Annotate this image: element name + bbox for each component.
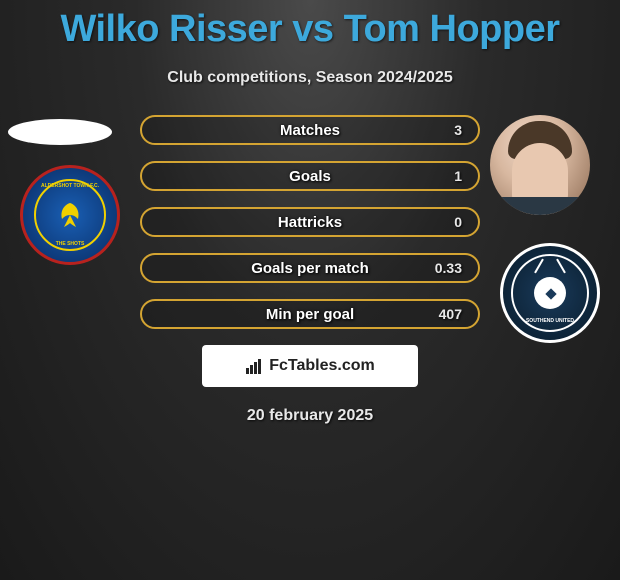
player-left-avatar-placeholder xyxy=(8,119,112,145)
comparison-date: 20 february 2025 xyxy=(0,407,620,425)
club-left-inner-ring: ALDERSHOT TOWN F.C. THE SHOTS xyxy=(34,179,106,251)
club-left-motto: THE SHOTS xyxy=(36,241,104,247)
club-right-name: SOUTHEND UNITED xyxy=(513,318,587,324)
stat-value-right: 407 xyxy=(439,306,462,322)
player-right-avatar xyxy=(490,115,590,215)
attribution-badge: FcTables.com xyxy=(202,345,418,387)
club-right-badge: SOUTHEND UNITED xyxy=(500,243,600,343)
crossed-swords-icon xyxy=(530,260,570,274)
stat-label: Matches xyxy=(280,122,340,139)
attribution-text: FcTables.com xyxy=(269,357,375,375)
stat-row-goals: Goals 1 xyxy=(140,161,480,191)
content-area: ALDERSHOT TOWN F.C. THE SHOTS SOUTHEND U… xyxy=(0,115,620,425)
phoenix-icon xyxy=(50,195,90,235)
stat-row-min-per-goal: Min per goal 407 xyxy=(140,299,480,329)
stat-value-right: 0.33 xyxy=(435,260,462,276)
football-icon xyxy=(534,277,566,309)
stat-value-right: 0 xyxy=(454,214,462,230)
club-left-name: ALDERSHOT TOWN F.C. xyxy=(36,183,104,189)
avatar-shoulders xyxy=(495,197,585,215)
stat-label: Hattricks xyxy=(278,214,342,231)
stat-label: Min per goal xyxy=(266,306,354,323)
bar-chart-icon xyxy=(245,357,263,375)
stat-value-right: 3 xyxy=(454,122,462,138)
club-right-inner-ring: SOUTHEND UNITED xyxy=(511,254,589,332)
stat-label: Goals xyxy=(289,168,331,185)
club-left-badge: ALDERSHOT TOWN F.C. THE SHOTS xyxy=(20,165,120,265)
stats-column: Matches 3 Goals 1 Hattricks 0 Goals per … xyxy=(140,115,480,329)
stat-row-hattricks: Hattricks 0 xyxy=(140,207,480,237)
comparison-subtitle: Club competitions, Season 2024/2025 xyxy=(0,69,620,87)
stat-row-matches: Matches 3 xyxy=(140,115,480,145)
stat-row-goals-per-match: Goals per match 0.33 xyxy=(140,253,480,283)
comparison-title: Wilko Risser vs Tom Hopper xyxy=(0,0,620,51)
stat-value-right: 1 xyxy=(454,168,462,184)
stat-label: Goals per match xyxy=(251,260,369,277)
